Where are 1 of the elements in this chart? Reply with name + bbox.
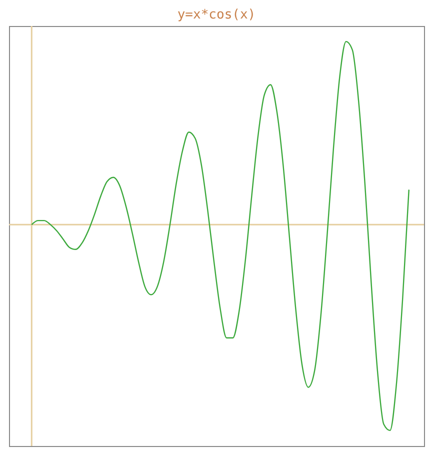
chart-title: y=x*cos(x) <box>177 7 256 22</box>
